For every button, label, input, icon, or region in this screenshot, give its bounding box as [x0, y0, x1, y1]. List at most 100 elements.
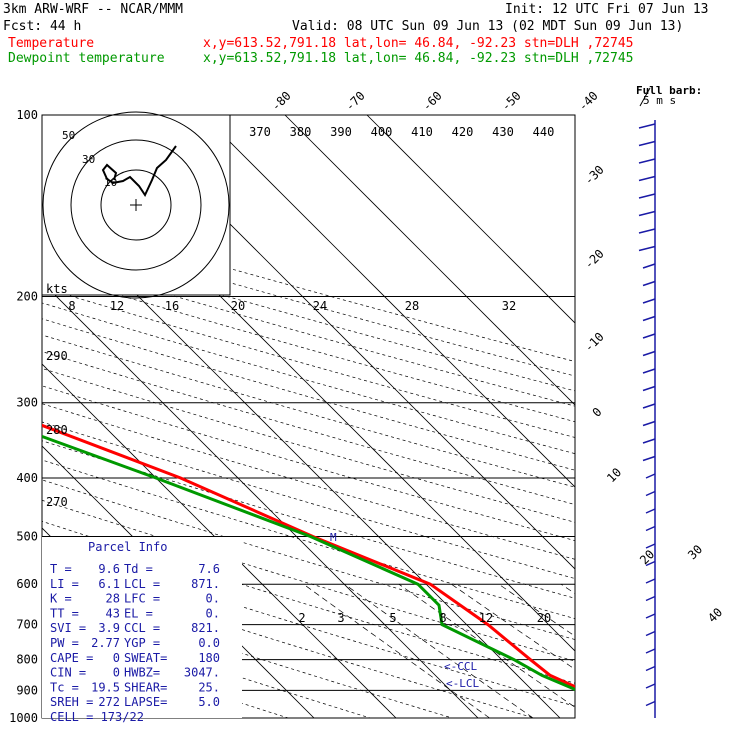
theta-e-label-2: 390: [330, 125, 352, 139]
barb-legend-unit: 5 m s: [643, 94, 676, 107]
model-title: 3km ARW-WRF -- NCAR/MMM: [3, 2, 183, 17]
parcel-cell-3-3: 0.: [206, 606, 220, 620]
parcel-cell-7-1: 0: [113, 666, 120, 680]
isotherm--10: [42, 281, 479, 718]
wind-barb-2: [638, 158, 656, 164]
hodo-speed-label-6: 32: [502, 299, 516, 313]
parcel-cell-1-3: 871.: [191, 577, 220, 591]
isotherm--20: [42, 363, 397, 718]
mixing-ratio-label-1: 3: [337, 611, 344, 625]
parcel-cell-7-0: CIN =: [50, 666, 86, 680]
pressure-label-800: 800: [16, 653, 38, 667]
pressure-label-700: 700: [16, 618, 38, 632]
wind-barbs: [638, 120, 656, 718]
parcel-row-2: K = 28 LFC = 0.: [50, 592, 220, 606]
parcel-cell-2-3: 0.: [206, 592, 220, 606]
hodograph-ring-10: [100, 169, 172, 241]
init-time: Init: 12 UTC Fri 07 Jun 13: [505, 2, 709, 17]
wind-barb-14: [642, 368, 656, 374]
parcel-cell-7-2: HWBZ=: [124, 666, 160, 680]
hodo-speed-label-1: 12: [110, 299, 124, 313]
wind-barb-17: [642, 420, 656, 427]
isotherm-top-label-3: -50: [499, 89, 524, 114]
parcel-cell-2-1: 28: [106, 592, 120, 606]
parcel-cell-3-2: EL =: [124, 606, 153, 620]
isotherm-30: [202, 115, 575, 488]
mixing-ratio-12: [498, 583, 575, 637]
wind-barb-15: [642, 385, 656, 392]
hodograph-ring-label-50: 50: [62, 129, 75, 142]
parcel-cell-6-3: 180: [198, 651, 220, 665]
hodograph-ring-label-10: 10: [104, 176, 117, 189]
theta-label-1: 280: [46, 423, 68, 437]
parcel-cell-4-2: CCL =: [124, 621, 160, 635]
parcel-cell-4-0: SVI =: [50, 621, 86, 635]
wind-barb-5: [638, 210, 656, 217]
parcel-cell: CELL = 173/22: [50, 710, 144, 724]
hodograph-ring-30: [70, 139, 202, 271]
parcel-cell-0-3: 7.6: [198, 562, 220, 576]
isotherm-top-label-4: -40: [576, 89, 601, 114]
pressure-label-200: 200: [16, 290, 38, 304]
theta-label-0: 290: [46, 349, 68, 363]
plot-frame: [41, 114, 576, 719]
hodo-speed-label-2: 16: [165, 299, 179, 313]
parcel-row-9: SREH = 272 LAPSE= 5.0: [50, 695, 220, 709]
marker-ccl: <-CCL: [444, 660, 477, 673]
parcel-row-7: CIN = 0 HWBZ= 3047.: [50, 666, 220, 680]
dew-legend-label: Dewpoint temperature: [8, 51, 165, 66]
parcel-cell-8-2: SHEAR=: [124, 680, 167, 694]
isotherm-top-label-0: -80: [269, 89, 294, 114]
wind-barb-32: [645, 683, 656, 689]
parcel-rows: T = 9.6 Td = 7.6 LI = 6.1 LCL = 871. K = 28 LFC = 0…: [50, 562, 220, 709]
parcel-row-5: PW = 2.77 YGP = 0.0: [50, 636, 220, 650]
parcel-cell-5-1: 2.77: [91, 636, 120, 650]
isotherm-right-label-1: -20: [582, 247, 607, 272]
parcel-cell-1-2: LCL =: [124, 577, 160, 591]
parcel-cell-7-3: 3047.: [184, 666, 220, 680]
wind-barb-22: [645, 508, 656, 514]
hodo-speed-label-4: 24: [313, 299, 327, 313]
parcel-row-8: Tc = 19.5 SHEAR= 25.: [50, 680, 220, 694]
wind-barb-6: [638, 228, 656, 234]
wind-barb-7: [638, 245, 656, 252]
dew-legend-info: x,y=613.52,791.18 lat,lon= 46.84, -92.23…: [203, 51, 633, 66]
parcel-cell-9-0: SREH =: [50, 695, 93, 709]
wind-barb-8: [642, 263, 656, 269]
wind-barb-24: [645, 543, 656, 549]
marker-lcl: <-LCL: [446, 677, 479, 690]
wind-barb-30: [645, 648, 656, 654]
mixing-ratio-2: [303, 583, 490, 718]
hodo-speed-label-0: 8: [68, 299, 75, 313]
dry-adiabat-330: [42, 440, 575, 599]
dewpoint-line: [42, 434, 575, 691]
theta-e-label-7: 440: [533, 125, 555, 139]
forecast-hour: Fcst: 44 h: [3, 19, 81, 34]
parcel-info-box: Parcel Info T = 9.6 Td = 7.6 LI = 6.1 LCL = 871…: [42, 537, 242, 724]
wind-barb-20: [645, 473, 656, 479]
wind-barb-31: [645, 665, 656, 672]
valid-time: Valid: 08 UTC Sun 09 Jun 13 (02 MDT Sun …: [292, 19, 683, 34]
mixing-ratio-label-4: 12: [479, 611, 493, 625]
wind-barb-1: [638, 140, 656, 147]
parcel-cell-3-0: TT =: [50, 606, 79, 620]
theta-e-label-1: 380: [290, 125, 312, 139]
parcel-cell-9-3: 5.0: [198, 695, 220, 709]
wind-barb-25: [645, 560, 656, 567]
wind-barb-16: [642, 403, 656, 409]
parcel-cell-6-1: 0: [113, 651, 120, 665]
parcel-cell-0-0: T =: [50, 562, 72, 576]
wind-barb-13: [642, 350, 656, 357]
isotherm-top-label-2: -60: [420, 89, 445, 114]
wind-barb-33: [645, 700, 656, 707]
parcel-cell-4-3: 821.: [191, 621, 220, 635]
hodograph-ring-label-30: 30: [82, 153, 95, 166]
temp-legend-label: Temperature: [8, 36, 94, 51]
mixing-ratio-label-2: 5: [389, 611, 396, 625]
parcel-cell-8-3: 25.: [198, 680, 220, 694]
barb-legend-title: Full barb:: [636, 84, 702, 97]
wind-barb-10: [642, 298, 656, 304]
parcel-cell-9-2: LAPSE=: [124, 695, 167, 709]
parcel-cell-1-1: 6.1: [98, 577, 120, 591]
dry-adiabat-380: [42, 351, 575, 505]
